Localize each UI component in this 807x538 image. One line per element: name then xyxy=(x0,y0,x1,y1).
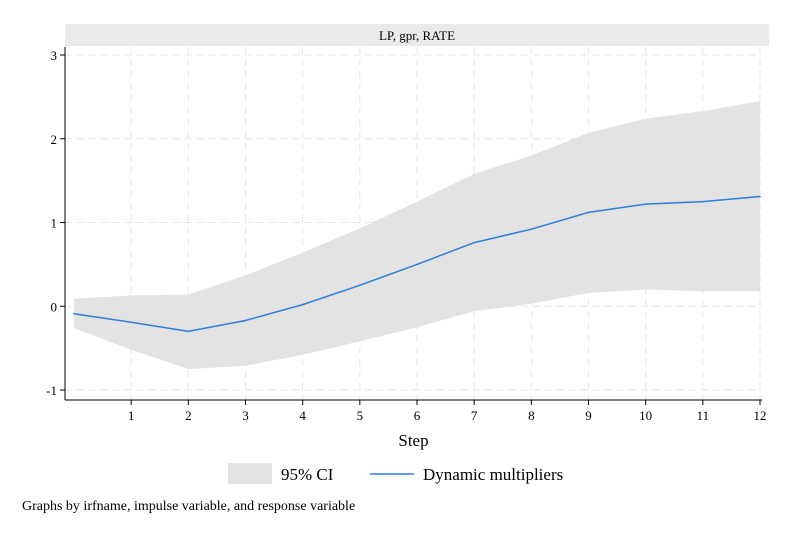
line-point xyxy=(759,195,761,198)
x-tick-label: 5 xyxy=(357,408,364,423)
panel-title: LP, gpr, RATE xyxy=(379,28,455,43)
x-tick-label: 2 xyxy=(185,408,192,423)
x-tick-label: 4 xyxy=(299,408,306,423)
legend: 95% CI Dynamic multipliers xyxy=(228,463,563,484)
y-tick-label: 2 xyxy=(51,132,58,147)
line-point xyxy=(359,284,361,287)
line-point xyxy=(416,263,418,266)
x-tick-label: 1 xyxy=(128,408,135,423)
x-tick-label: 6 xyxy=(414,408,421,423)
legend-swatch-ci xyxy=(228,463,272,484)
x-tick-label: 9 xyxy=(585,408,592,423)
line-point xyxy=(587,211,590,214)
x-tick-label: 10 xyxy=(639,408,652,423)
panel-title-strip: LP, gpr, RATE xyxy=(65,24,769,46)
x-tick-label: 12 xyxy=(754,408,767,423)
y-tick-label: 3 xyxy=(51,48,58,63)
x-tick-label: 8 xyxy=(528,408,535,423)
line-point xyxy=(73,312,75,315)
y-tick-label: 1 xyxy=(51,216,58,231)
footnote: Graphs by irfname, impulse variable, and… xyxy=(22,499,356,514)
line-point xyxy=(301,303,304,306)
x-tick-label: 11 xyxy=(697,408,710,423)
line-point xyxy=(530,228,533,230)
panel-title-background xyxy=(65,24,769,46)
x-tick-label: 7 xyxy=(471,408,478,423)
legend-label-ci: 95% CI xyxy=(281,465,334,484)
series-line-layer xyxy=(73,195,761,333)
legend-label-line: Dynamic multipliers xyxy=(423,465,563,484)
ci-band-layer xyxy=(74,101,760,370)
x-tick-label: 3 xyxy=(242,408,249,423)
line-point xyxy=(644,203,647,205)
line-point xyxy=(187,330,190,333)
line-point xyxy=(702,200,704,203)
ci-band xyxy=(74,101,760,370)
x-axis-label: Step xyxy=(398,431,428,450)
line-point xyxy=(473,241,475,244)
line-point xyxy=(244,319,247,322)
line-point xyxy=(130,321,132,323)
y-tick-label: -1 xyxy=(46,383,57,398)
y-tick-label: 0 xyxy=(51,299,58,314)
